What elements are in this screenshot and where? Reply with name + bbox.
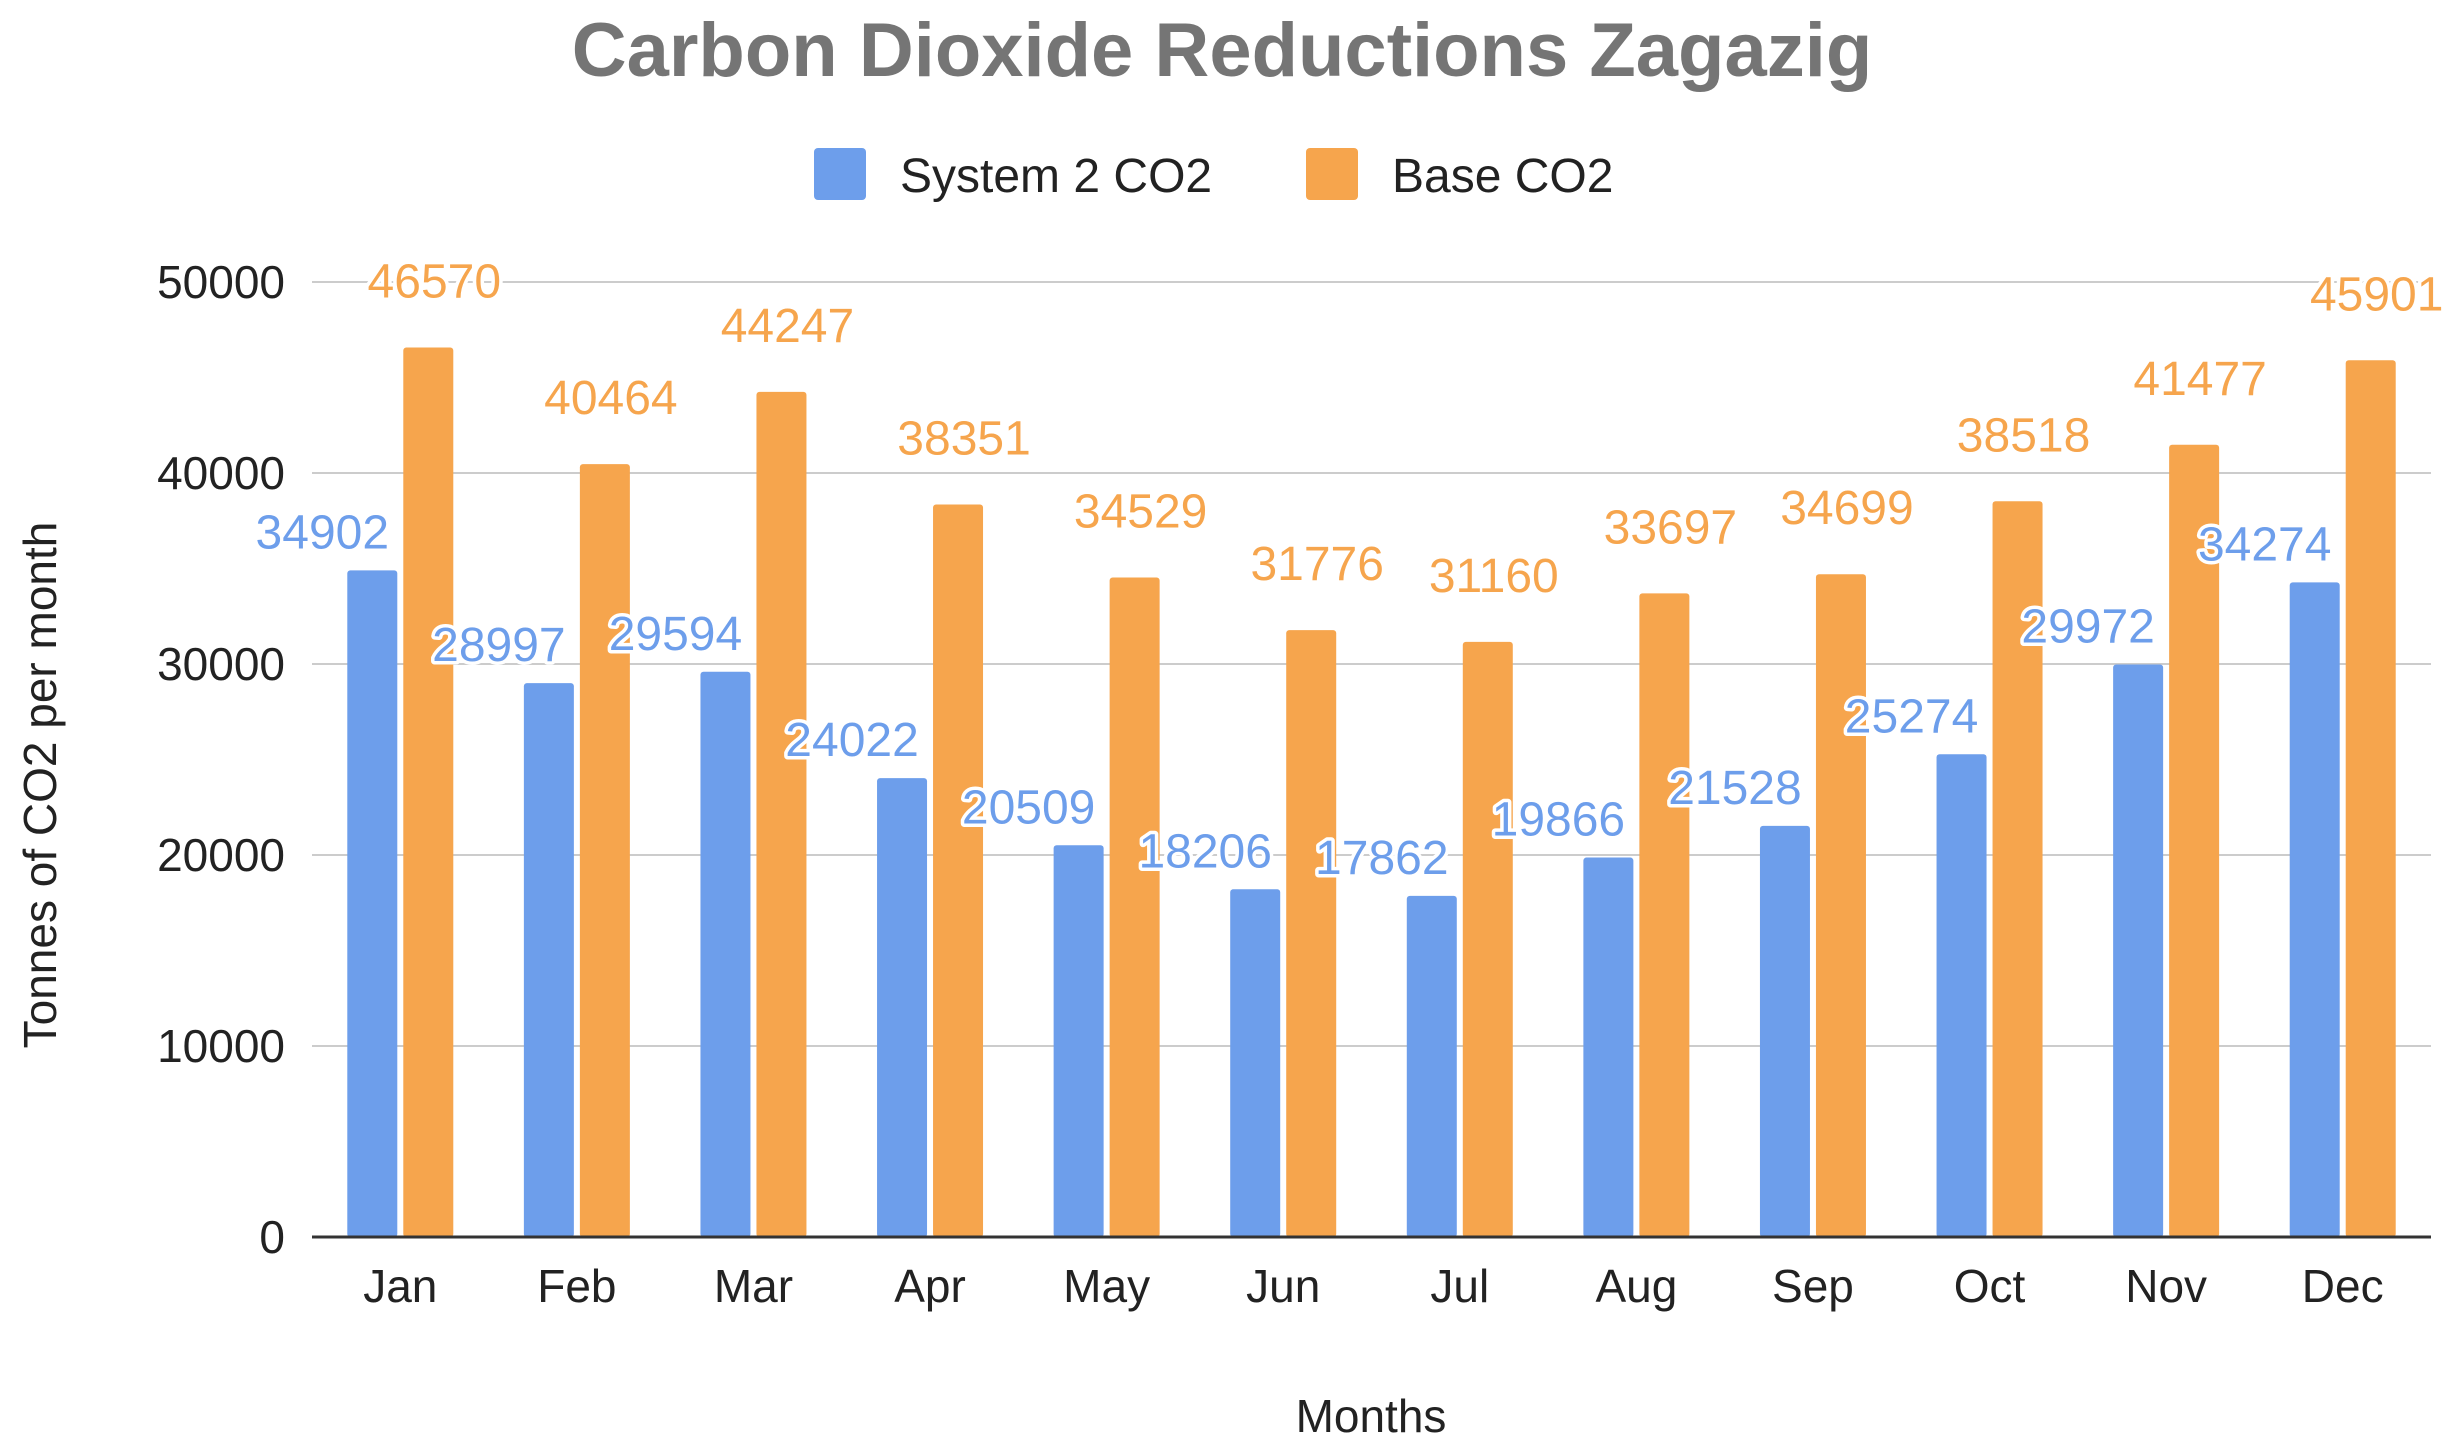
data-label-system-2-co2-aug: 19866: [1492, 794, 1625, 847]
gridlines: [312, 281, 2431, 1047]
legend-swatch-base-co2: [1306, 148, 1358, 200]
data-label-system-2-co2-may: 20509: [962, 781, 1095, 834]
y-tick-label-10000: 10000: [157, 1020, 285, 1072]
legend-label-base-co2: Base CO2: [1392, 150, 1613, 203]
bar-system-2-co2-nov: [2113, 664, 2164, 1237]
bar-base-co2-may: [1109, 577, 1160, 1237]
y-tick-label-40000: 40000: [157, 447, 285, 499]
bar-base-co2-oct: [1992, 501, 2043, 1237]
bar-system-2-co2-jan: [347, 570, 398, 1237]
x-tick-label-jun: Jun: [1246, 1260, 1320, 1312]
data-label-base-co2-jan: 46570: [368, 256, 501, 309]
x-tick-label-dec: Dec: [2302, 1260, 2384, 1312]
bar-system-2-co2-aug: [1583, 857, 1634, 1237]
data-label-base-co2-apr: 38351: [897, 412, 1030, 465]
data-labels: 34902 46570 28997 40464 29594 44247 24022 38351…: [252, 252, 2445, 888]
data-label-base-co2-dec: 45901: [2310, 268, 2443, 321]
legend-label-system-2-co2: System 2 CO2: [900, 150, 1212, 203]
data-label-base-co2-feb: 40464: [544, 372, 677, 425]
bars: [347, 347, 2396, 1238]
data-label-system-2-co2-jan: 34902: [256, 506, 389, 559]
bar-system-2-co2-may: [1053, 845, 1104, 1237]
x-tick-label-aug: Aug: [1595, 1260, 1677, 1312]
data-label-base-co2-oct: 38518: [1957, 409, 2090, 462]
bar-base-co2-jul: [1462, 641, 1513, 1237]
y-tick-label-30000: 30000: [157, 638, 285, 690]
bar-system-2-co2-oct: [1936, 754, 1987, 1237]
y-axis-title: Tonnes of CO2 per month: [14, 522, 66, 1049]
data-label-system-2-co2-dec: 34274: [2198, 518, 2331, 571]
x-tick-label-jan: Jan: [363, 1260, 437, 1312]
bar-base-co2-dec: [2345, 360, 2396, 1237]
data-label-system-2-co2-feb: 28997: [432, 619, 565, 672]
data-label-base-co2-mar: 44247: [721, 300, 854, 353]
x-tick-label-jul: Jul: [1430, 1260, 1489, 1312]
data-label-base-co2-jun: 31776: [1250, 538, 1383, 591]
data-label-system-2-co2-jun: 18206: [1138, 825, 1271, 878]
bar-system-2-co2-jul: [1406, 895, 1457, 1237]
chart-title: Carbon Dioxide Reductions Zagazig: [572, 8, 1873, 93]
data-label-system-2-co2-sep: 21528: [1668, 762, 1801, 815]
x-tick-label-oct: Oct: [1954, 1260, 2026, 1312]
bar-base-co2-aug: [1639, 593, 1690, 1237]
legend-swatch-system-2-co2: [814, 148, 866, 200]
x-tick-label-feb: Feb: [537, 1260, 616, 1312]
data-label-system-2-co2-apr: 24022: [785, 714, 918, 767]
data-label-base-co2-may: 34529: [1074, 485, 1207, 538]
data-label-system-2-co2-jul: 17862: [1315, 832, 1448, 885]
data-label-base-co2-sep: 34699: [1780, 482, 1913, 535]
bar-system-2-co2-sep: [1759, 825, 1810, 1237]
y-tick-label-20000: 20000: [157, 829, 285, 881]
bar-base-co2-nov: [2169, 444, 2220, 1237]
bar-system-2-co2-dec: [2289, 582, 2340, 1237]
bar-system-2-co2-mar: [700, 671, 751, 1237]
bar-system-2-co2-feb: [523, 683, 574, 1237]
x-tick-label-mar: Mar: [714, 1260, 793, 1312]
y-tick-label-50000: 50000: [157, 256, 285, 308]
bar-base-co2-jun: [1286, 630, 1337, 1237]
data-label-system-2-co2-mar: 29594: [609, 608, 742, 661]
x-tick-label-sep: Sep: [1772, 1260, 1854, 1312]
bar-system-2-co2-apr: [877, 778, 928, 1237]
x-tick-label-apr: Apr: [894, 1260, 966, 1312]
data-label-base-co2-nov: 41477: [2133, 353, 2266, 406]
data-label-base-co2-jul: 31160: [1429, 550, 1559, 603]
data-label-system-2-co2-oct: 25274: [1845, 690, 1978, 743]
data-label-base-co2-aug: 33697: [1604, 501, 1737, 554]
bar-base-co2-mar: [756, 391, 807, 1237]
y-axis-ticks: 0 10000 20000 30000 40000 50000: [157, 256, 285, 1263]
x-tick-label-may: May: [1063, 1260, 1150, 1312]
bar-base-co2-apr: [933, 504, 984, 1237]
bar-base-co2-sep: [1815, 574, 1866, 1237]
bar-base-co2-jan: [403, 347, 454, 1237]
bar-system-2-co2-jun: [1230, 889, 1281, 1237]
data-label-system-2-co2-nov: 29972: [2021, 601, 2154, 654]
x-axis-ticks: Jan Feb Mar Apr May Jun Jul Aug Sep Oct Nov Dec: [363, 1260, 2383, 1312]
legend: System 2 CO2 Base CO2: [814, 148, 1613, 203]
x-tick-label-nov: Nov: [2125, 1260, 2207, 1312]
y-tick-label-0: 0: [259, 1211, 285, 1263]
x-axis-title: Months: [1296, 1390, 1447, 1442]
bar-base-co2-feb: [579, 464, 630, 1238]
